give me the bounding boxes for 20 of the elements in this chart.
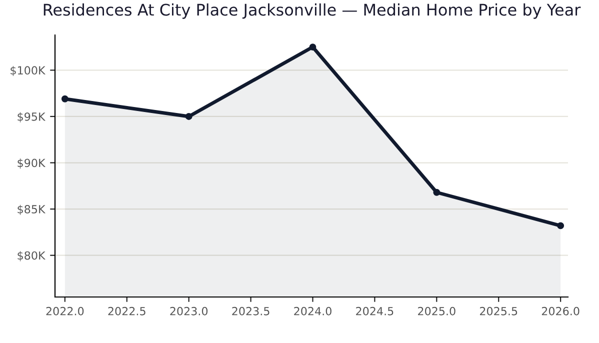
point <box>309 44 316 51</box>
y-tick-label: $80K <box>18 251 46 262</box>
point <box>61 95 68 102</box>
point <box>557 222 564 230</box>
x-tick-label: 2022.5 <box>108 306 146 316</box>
x-tick-label: 2023.0 <box>170 306 208 316</box>
x-tick-label: 2025.5 <box>480 306 518 316</box>
y-tick-label: $85K <box>18 204 46 215</box>
chart-title: Residences At City Place Jacksonville — Median Home Price by Year <box>44 3 581 19</box>
x-tick-label: 2024.0 <box>294 306 332 316</box>
x-tick-label: 2024.5 <box>356 306 394 316</box>
point <box>433 188 440 196</box>
point <box>185 112 192 120</box>
y-tick-label: $90K <box>18 158 46 169</box>
x-tick-label: 2025.0 <box>418 306 456 316</box>
y-tick-label: $100K <box>10 66 46 76</box>
x-tick-label: 2026.0 <box>542 306 580 316</box>
x-tick-label: 2022.0 <box>46 306 84 316</box>
x-tick-label: 2023.5 <box>232 306 270 316</box>
y-tick-label: $95K <box>18 112 46 122</box>
